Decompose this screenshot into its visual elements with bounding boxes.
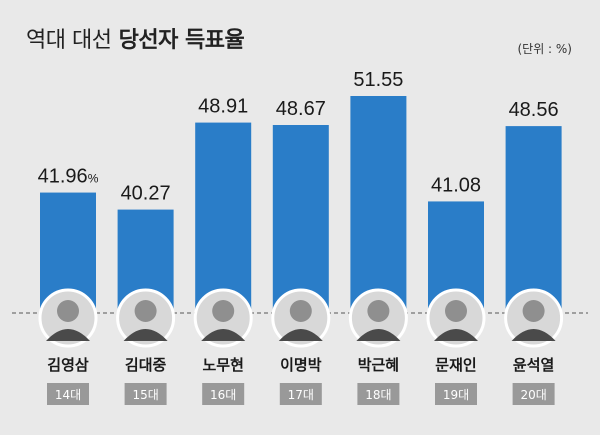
bar-5	[350, 96, 407, 313]
term-label-4: 17대	[288, 388, 314, 402]
value-label-5: 51.55	[353, 69, 403, 91]
bar-3	[195, 122, 252, 313]
term-label-1: 14대	[55, 388, 81, 402]
term-label-2: 15대	[132, 388, 158, 402]
term-badge-6	[435, 383, 477, 405]
term-badge-7	[512, 383, 555, 405]
name-label-1: 김영삼	[47, 356, 89, 374]
value-label-6: 41.08	[431, 174, 481, 196]
term-label-5: 18대	[365, 388, 391, 402]
term-badge-5	[357, 383, 400, 405]
term-label-3: 16대	[210, 388, 236, 402]
value-label-2: 40.27	[121, 183, 171, 205]
value-label-1: 41.96%	[38, 166, 99, 188]
name-label-4: 이명박	[280, 356, 322, 374]
bar-7	[505, 126, 562, 313]
term-badge-4	[279, 383, 322, 405]
name-label-7: 윤석열	[513, 356, 554, 374]
term-badge-2	[124, 383, 167, 405]
value-label-7: 48.56	[509, 99, 559, 121]
term-label-6: 19대	[443, 388, 469, 402]
term-badge-1	[47, 383, 89, 405]
portrait-icon	[193, 288, 253, 348]
percent-suffix: %	[88, 172, 99, 186]
bar-4	[272, 125, 329, 314]
unit-label: (단위 : %)	[517, 42, 572, 56]
term-label-7: 20대	[520, 388, 546, 402]
title-bold: 당선자 득표율	[118, 28, 245, 53]
name-label-3: 노무현	[202, 356, 243, 374]
term-badge-3	[202, 383, 245, 405]
value-label-3: 48.91	[198, 96, 248, 118]
name-label-6: 문재인	[435, 356, 476, 374]
portrait-icon	[504, 288, 564, 348]
portrait-icon	[38, 288, 98, 348]
title-light: 역대 대선	[26, 28, 112, 53]
name-label-5: 박근혜	[358, 356, 399, 374]
portrait-icon	[116, 288, 176, 348]
chart-title: 역대 대선 당선자 득표율	[26, 22, 245, 54]
value-label-4: 48.67	[276, 98, 326, 120]
name-label-2: 김대중	[125, 356, 167, 374]
portrait-icon	[348, 288, 408, 348]
portrait-icon	[271, 288, 331, 348]
portrait-icon	[426, 288, 486, 348]
